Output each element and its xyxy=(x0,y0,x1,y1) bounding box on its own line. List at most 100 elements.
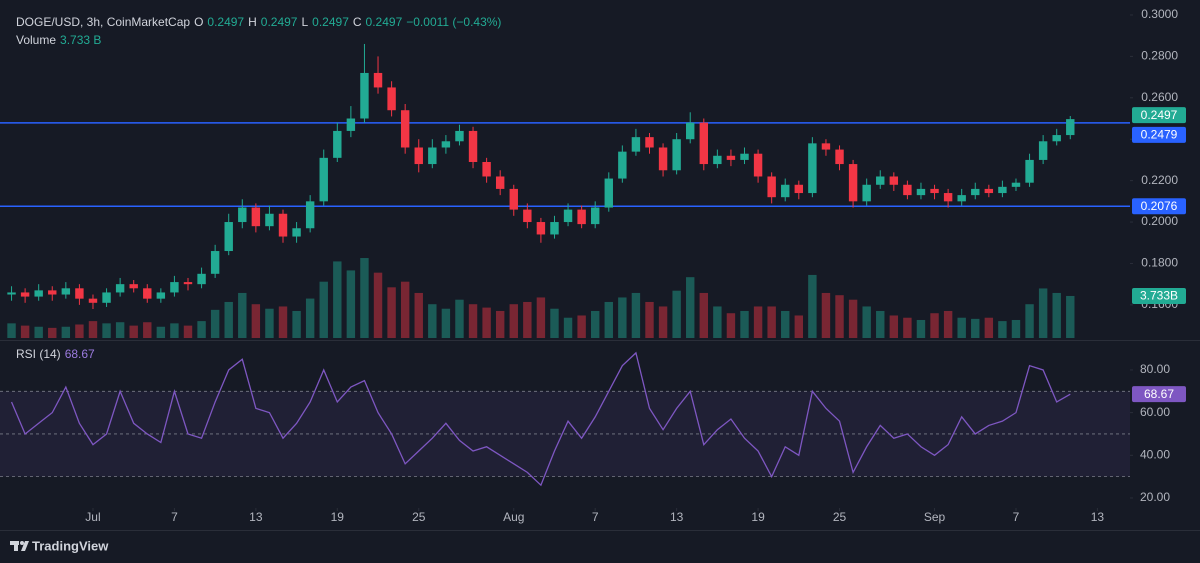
volume-bar xyxy=(170,323,179,338)
candle-body xyxy=(618,151,627,179)
candle-body xyxy=(590,207,600,225)
volume-bar xyxy=(482,307,491,338)
volume-bar xyxy=(686,277,695,338)
rsi-label: RSI (14) xyxy=(16,347,61,361)
y-tick-label: 20.00 xyxy=(1140,490,1170,504)
change: −0.0011 (−0.43%) xyxy=(406,15,502,29)
volume-bar xyxy=(7,323,16,338)
rsi-line xyxy=(10,351,1071,487)
candle-body xyxy=(672,139,681,171)
volume-bar xyxy=(468,304,478,338)
volume-tag: 3.733B xyxy=(1140,289,1178,303)
volume-bar xyxy=(183,325,193,338)
y-tick-label: 0.3000 xyxy=(1141,7,1178,21)
volume-value: 3.733 B xyxy=(60,33,102,47)
candle-body xyxy=(251,207,261,227)
y-tick-label: 0.1800 xyxy=(1141,256,1178,270)
candle-body xyxy=(563,209,573,223)
volume-bar xyxy=(916,319,926,338)
volume-bar xyxy=(305,298,315,338)
volume-bar xyxy=(767,306,776,338)
candle-body xyxy=(848,164,858,202)
candle-body xyxy=(197,273,206,285)
level-tag: 0.2076 xyxy=(1141,199,1178,213)
x-tick-label: 25 xyxy=(412,510,426,524)
candle-body xyxy=(781,184,790,198)
volume-bar xyxy=(265,308,274,338)
candle-body xyxy=(713,155,722,165)
level-tag-bg xyxy=(1132,198,1186,215)
candle-body xyxy=(876,176,885,185)
candle-body xyxy=(821,143,831,150)
legend-volume: Volume 3.733 B xyxy=(16,33,105,47)
volume-bar xyxy=(903,317,912,338)
volume-bar xyxy=(930,313,939,338)
candle-body xyxy=(1066,119,1075,136)
ohlc-label: H xyxy=(248,15,257,29)
candle-body xyxy=(115,284,125,293)
volume-bar xyxy=(523,301,532,338)
volume-bar xyxy=(428,304,437,338)
candle-body xyxy=(319,157,328,202)
candle-body xyxy=(631,137,641,152)
y-tick-label: 60.00 xyxy=(1140,405,1170,419)
y-tick-label: 40.00 xyxy=(1140,447,1170,461)
candle-body xyxy=(1052,135,1061,142)
volume-bar xyxy=(957,317,966,338)
volume-bar xyxy=(346,270,356,338)
candle-body xyxy=(658,147,668,171)
volume-bar xyxy=(740,310,749,338)
volume-bar xyxy=(75,324,84,338)
volume-bar xyxy=(848,299,858,338)
candle-body xyxy=(577,209,586,225)
candle-body xyxy=(265,213,274,227)
volume-bar xyxy=(943,310,953,338)
candle-body xyxy=(441,141,451,148)
volume-bar xyxy=(143,322,152,338)
volume-bar xyxy=(604,301,613,338)
volume-bar xyxy=(1011,319,1021,338)
candle-body xyxy=(862,184,871,202)
symbol: DOGE/USD, 3h, CoinMarketCap xyxy=(16,15,191,29)
volume-bar xyxy=(1025,304,1034,338)
volume-bar xyxy=(876,310,885,338)
volume-bar xyxy=(400,281,410,338)
candle-body xyxy=(686,122,695,140)
candle-body xyxy=(238,207,247,223)
candle-body xyxy=(387,87,396,111)
candle-body xyxy=(726,155,736,160)
volume-bar xyxy=(672,290,681,338)
candle-body xyxy=(129,284,138,289)
candle-body xyxy=(292,228,301,237)
legend-rsi: RSI (14) 68.67 xyxy=(16,347,99,361)
volume-bar xyxy=(536,297,546,338)
volume-label: Volume xyxy=(16,33,57,47)
volume-bar xyxy=(115,322,125,338)
x-tick-label: 7 xyxy=(592,510,599,524)
volume-bar xyxy=(224,301,233,338)
volume-bar xyxy=(238,292,247,338)
volume-bar xyxy=(1052,292,1061,338)
candle-body xyxy=(767,176,776,198)
candle-body xyxy=(916,188,926,196)
volume-bar xyxy=(835,295,844,338)
y-tick-label: 0.2200 xyxy=(1141,173,1178,187)
x-tick-label: 13 xyxy=(249,510,263,524)
candle-body xyxy=(48,290,57,295)
y-tick-label: 0.2600 xyxy=(1141,90,1178,104)
volume-bar xyxy=(156,326,166,338)
candle-body xyxy=(183,282,193,285)
candle-body xyxy=(20,292,30,297)
candle-body xyxy=(88,298,98,303)
candle-body xyxy=(156,292,166,299)
candle-body xyxy=(482,161,491,177)
candle-body xyxy=(333,130,342,158)
candle-body xyxy=(7,292,16,295)
brand-logo xyxy=(10,541,29,551)
volume-bar xyxy=(373,272,383,338)
candle-body xyxy=(957,195,966,202)
ohlc-label: L xyxy=(301,15,309,29)
candle-body xyxy=(536,222,546,235)
volume-bar xyxy=(1038,288,1048,338)
